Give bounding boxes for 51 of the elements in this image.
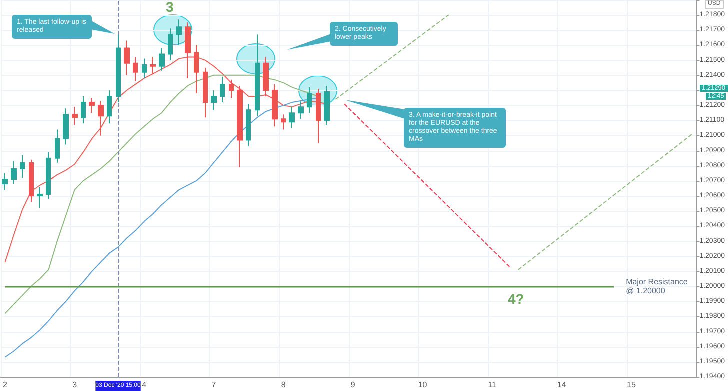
candlestick [220, 76, 225, 104]
ref-line-label: Major Resistance @ 1.20000 [626, 278, 690, 296]
candlestick [176, 19, 182, 46]
x-tick-label: 8 [281, 380, 286, 390]
candlestick [20, 154, 25, 178]
candlestick [194, 44, 199, 94]
annotation: 4? [508, 291, 524, 307]
candlestick [289, 106, 295, 129]
candlestick [298, 100, 304, 120]
candlestick [255, 34, 260, 117]
candlestick [237, 85, 243, 168]
candlestick [324, 85, 330, 126]
candlestick [307, 86, 312, 114]
candlestick [11, 160, 17, 184]
candlestick [185, 22, 191, 79]
candlestick [159, 48, 165, 72]
candlestick [107, 90, 112, 124]
candlestick [133, 56, 138, 82]
candlestick [142, 58, 147, 79]
candlestick [263, 56, 269, 98]
candlestick [272, 84, 278, 128]
x-tick-label: 4 [142, 380, 148, 390]
x-tick-label: 15 [627, 380, 636, 390]
candlestick [29, 159, 34, 203]
candlestick [203, 67, 208, 118]
candlestick [211, 90, 217, 111]
candlestick [281, 114, 286, 130]
x-tick-label: 11 [488, 380, 497, 390]
candlestick [246, 104, 251, 147]
x-tick-label: 7 [212, 380, 217, 390]
candlestick [72, 106, 78, 126]
candlestick [316, 88, 321, 144]
x-tick-label: 9 [350, 380, 356, 390]
candlestick [46, 152, 51, 200]
x-tick-label: 2 [2, 380, 8, 390]
candlestick [89, 98, 95, 114]
candlestick [116, 34, 121, 104]
candlestick [150, 56, 156, 74]
candlestick [98, 100, 104, 136]
annotation: 3 [166, 0, 174, 15]
candlestick [63, 108, 69, 146]
x-tick-label: 3 [72, 380, 78, 390]
candlestick [124, 40, 130, 76]
candlestick [168, 28, 173, 61]
candlestick [2, 172, 8, 191]
candlestick [55, 129, 60, 164]
x-tick-label: 14 [557, 380, 567, 390]
candlestick [229, 79, 234, 99]
candlestick [81, 96, 86, 124]
candlestick [37, 186, 43, 209]
x-tick-label: 10 [418, 380, 428, 390]
